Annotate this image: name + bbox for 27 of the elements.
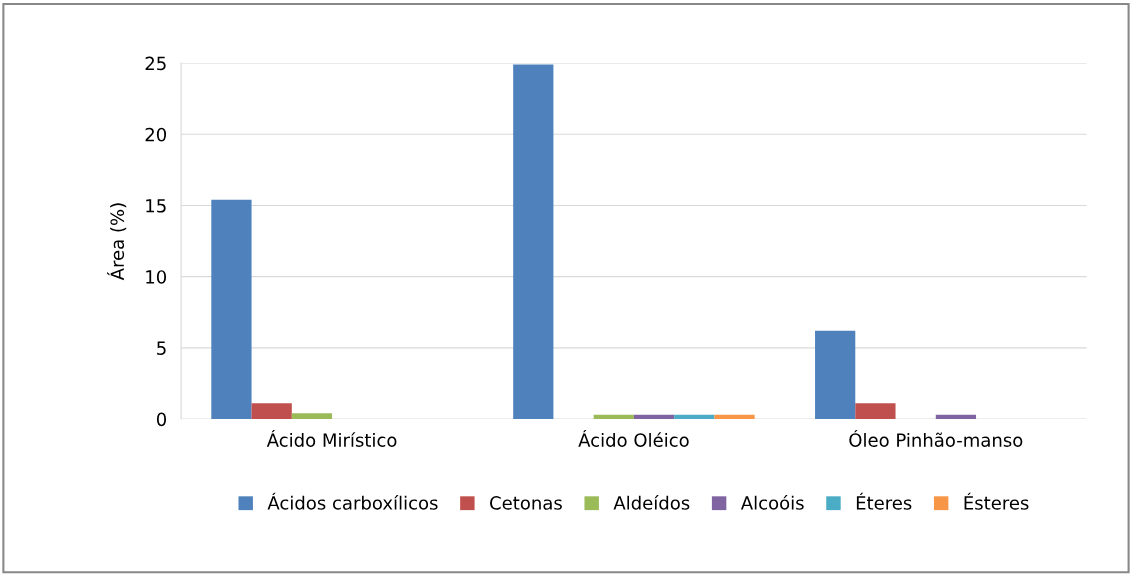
y-tick-label: 0 bbox=[156, 412, 167, 427]
bar bbox=[855, 403, 896, 420]
y-tick-label: 5 bbox=[157, 341, 166, 355]
bar bbox=[815, 330, 856, 420]
y-tick-label: 15 bbox=[146, 199, 166, 213]
legend-label: Éteres bbox=[856, 492, 912, 510]
legend-label: Aldeídos bbox=[613, 495, 690, 510]
bar bbox=[714, 414, 755, 420]
legend-label: Ácidos carboxílicos bbox=[267, 492, 438, 510]
bar bbox=[593, 414, 634, 420]
bar bbox=[935, 414, 977, 420]
legend-label: Alcoóis bbox=[740, 495, 804, 510]
x-tick-label: Ácido Mirístico bbox=[266, 429, 397, 447]
x-tick-label: Óleo Pinhão-manso bbox=[849, 429, 1023, 447]
bar bbox=[633, 414, 675, 420]
bar bbox=[513, 64, 554, 420]
y-tick-label: 20 bbox=[145, 127, 167, 142]
y-axis-title: Área (%) bbox=[107, 203, 127, 281]
bar bbox=[674, 414, 715, 420]
bar bbox=[251, 403, 292, 420]
y-tick-label: 10 bbox=[146, 270, 167, 284]
x-tick-label: Ácido Oléico bbox=[578, 429, 689, 447]
bar bbox=[291, 413, 333, 420]
y-tick-label: 25 bbox=[145, 56, 166, 71]
bar bbox=[211, 199, 252, 420]
legend-label: Cetonas bbox=[490, 496, 562, 510]
legend-label: Ésteres bbox=[964, 492, 1029, 510]
